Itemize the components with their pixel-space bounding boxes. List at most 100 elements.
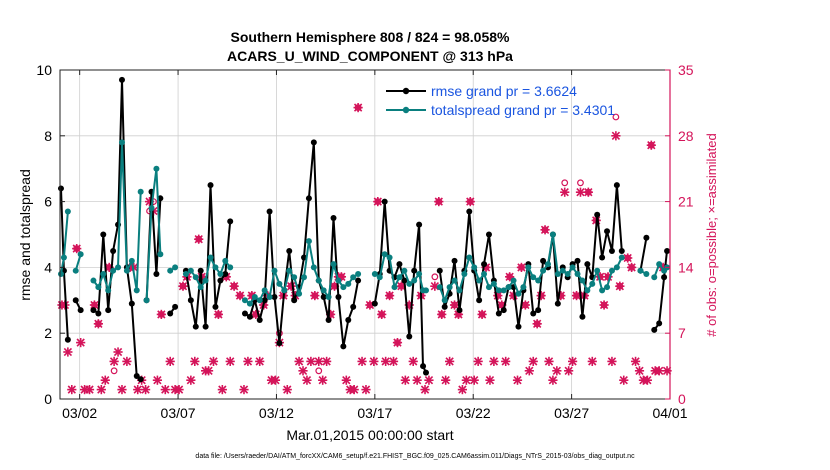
series-totalspread-point [143,297,150,304]
series-totalspread-point [651,274,658,281]
obs-assimilated-marker [310,291,320,301]
obs-assimilated-marker [607,356,617,366]
obs-possible-marker [561,179,569,187]
series-totalspread-point [153,165,160,172]
obs-assimilated-marker [113,347,123,357]
series-rmse-point [584,261,591,268]
obs-possible-marker [431,273,439,281]
series-rmse-point [192,323,199,330]
obs-assimilated-marker [306,356,316,366]
series-rmse-point [466,208,473,215]
obs-assimilated-marker [449,300,460,310]
series-rmse-point [355,277,362,284]
series-totalspread-point [301,274,307,281]
series-rmse-point [345,317,352,324]
obs-assimilated-marker [544,356,554,366]
series-rmse-point [651,326,658,333]
series-rmse-point [330,215,337,222]
series-rmse-point [485,231,492,238]
obs-assimilated-marker [388,356,399,366]
series-rmse-point [118,76,125,83]
series-rmse-point [172,303,179,310]
series-totalspread-point [77,251,84,258]
y-left-tick-label: 6 [44,194,52,210]
series-rmse-point [187,297,194,304]
obs-assimilated-marker [627,262,637,272]
series-totalspread-point [197,284,204,291]
series-totalspread-point [386,254,393,261]
series-totalspread-point [466,254,473,261]
obs-assimilated-marker [96,385,106,395]
series-totalspread-point [406,280,413,287]
series-rmse-point [212,303,219,310]
series-rmse-point [286,247,293,254]
obs-assimilated-marker [84,385,95,395]
obs-assimilated-marker [457,385,468,395]
series-rmse-point [406,333,413,340]
obs-assimilated-marker [373,197,383,207]
obs-assimilated-marker [298,366,308,376]
obs-assimilated-marker [469,375,479,385]
series-totalspread-point [613,264,620,271]
series-totalspread-point [510,277,517,284]
series-totalspread-point [212,264,219,271]
obs-assimilated-marker [341,375,351,385]
series-totalspread-point [345,280,352,287]
series-totalspread-point [540,267,547,274]
obs-assimilated-marker [412,375,422,385]
series-totalspread-point [291,274,298,281]
y-left-tick-label: 10 [36,62,52,78]
series-rmse-point [535,307,542,314]
series-rmse-point [500,307,507,314]
series-rmse-point [266,208,273,215]
series-totalspread-point [105,287,112,294]
y-right-tick-label: 7 [678,325,686,341]
series-totalspread-point [57,270,64,277]
obs-assimilated-marker [255,356,265,366]
series-totalspread-point [505,284,512,291]
y-axis-label-right: # of obs: o=possible; ×=assimilated [704,133,719,336]
series-totalspread-point [490,280,497,287]
series-totalspread-point [172,264,179,271]
x-tick-label: 03/12 [259,405,294,421]
y-left-tick-label: 0 [44,391,52,407]
series-totalspread-point [261,287,268,294]
series-rmse-point [381,198,388,205]
series-totalspread-point [520,284,527,291]
series-rmse-point [604,228,611,235]
series-rmse-point [202,323,209,330]
obs-assimilated-marker [587,356,597,366]
obs-assimilated-marker [599,300,609,310]
x-tick-label: 03/02 [62,405,97,421]
series-totalspread-point [451,277,458,284]
chart-title-line1: Southern Hemisphere 808 / 824 = 98.058% [231,29,511,45]
plot-area: 03/02 03/07 03/12 03/17 03/22 03/27 04/0102468… [36,62,693,421]
obs-assimilated-marker [302,375,312,385]
obs-assimilated-marker [213,309,224,319]
series-totalspread-point [396,274,403,281]
obs-assimilated-marker [540,225,550,235]
obs-assimilated-marker [420,385,430,395]
obs-assimilated-marker [93,319,103,329]
obs-assimilated-marker [72,244,82,254]
obs-assimilated-marker [441,375,451,385]
series-totalspread-point [554,270,561,277]
series-totalspread-point [227,264,234,271]
series-rmse-point [64,336,71,343]
series-totalspread-point [182,270,189,277]
y-axis-label-left: rmse and totalspread [17,169,33,301]
series-totalspread-point [100,270,107,277]
obs-assimilated-marker [282,385,292,395]
series-rmse-point [110,247,117,254]
series-totalspread-point [118,139,125,146]
obs-assimilated-marker [524,366,534,376]
series-rmse-point [643,234,650,241]
series-rmse-point [594,211,601,218]
obs-assimilated-marker [615,281,625,291]
series-totalspread-point [64,208,71,215]
series-totalspread-point [222,257,229,264]
obs-assimilated-marker [140,385,151,395]
series-totalspread-point [637,267,644,274]
obs-assimilated-marker [160,385,170,395]
